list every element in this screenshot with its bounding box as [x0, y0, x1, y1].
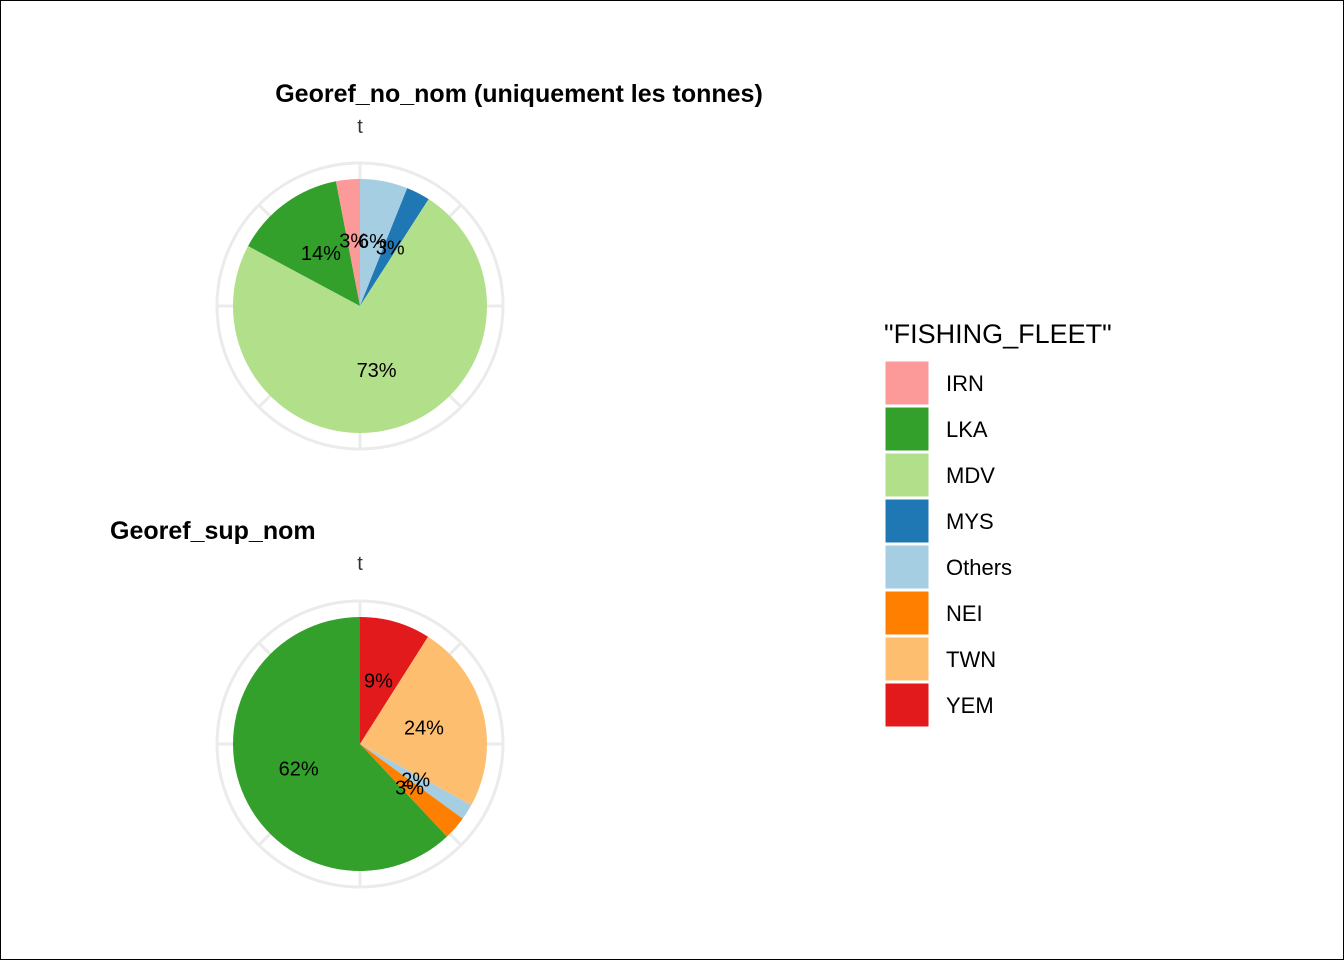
pie-slice-lka [233, 617, 447, 872]
pie-slices [233, 617, 488, 872]
legend-title: "FISHING_FLEET" [884, 319, 1112, 349]
legend-label-mdv: MDV [946, 463, 995, 488]
axis-label: t [357, 116, 363, 138]
legend-key-mys [884, 498, 930, 544]
slice-label-twn: 24% [404, 718, 444, 740]
legend-key-lka [884, 406, 930, 452]
legend-key-yem [884, 682, 930, 728]
legend-label-yem: YEM [946, 693, 994, 718]
pie-chart-georef-no-nom: Georef_no_nom (uniquement les tonnes) t … [215, 80, 763, 451]
pie-chart-georef-sup-nom: Georef_sup_nom t 9% 24% 2%3% 62% [110, 517, 505, 889]
chart-title: Georef_sup_nom [110, 517, 316, 545]
legend: "FISHING_FLEET" IRN LKA MDV MYS Others NEI TWN… [884, 319, 1112, 728]
pie-slice-irn [335, 179, 360, 306]
slice-label-irn: 3% [339, 230, 368, 252]
pie-slice-mys [360, 188, 429, 306]
legend-key-mdv [884, 452, 930, 498]
pie-slice-lka [248, 181, 360, 306]
legend-key-irn [884, 360, 930, 406]
pie-labels: 9% 24% 2%3% 62% [279, 671, 445, 800]
slice-label-nei: 3% [395, 778, 424, 800]
pie-slice-others [360, 744, 472, 819]
pie-slice-others [360, 179, 408, 306]
legend-label-others: Others [946, 555, 1012, 580]
legend-label-mys: MYS [946, 509, 994, 534]
slice-label-others: 6% [358, 231, 387, 253]
slice-label-lka: 62% [279, 758, 319, 780]
pie-slice-nei [360, 744, 463, 837]
pie-labels: 6%3%73%14%3% [301, 230, 405, 382]
legend-items: IRN LKA MDV MYS Others NEI TWN YEM [884, 360, 1012, 728]
legend-key-nei [884, 590, 930, 636]
pie-slices [233, 179, 487, 434]
chart-title: Georef_no_nom (uniquement les tonnes) [275, 80, 763, 108]
legend-label-nei: NEI [946, 601, 983, 626]
pie-slice-mdv [233, 199, 487, 434]
legend-label-lka: LKA [946, 417, 988, 442]
pie-slice-twn [360, 636, 488, 806]
legend-key-twn [884, 636, 930, 682]
slice-label-lka: 14% [301, 243, 341, 265]
legend-label-twn: TWN [946, 647, 996, 672]
legend-label-irn: IRN [946, 371, 984, 396]
slice-label-others: 2% [401, 769, 430, 791]
axis-label: t [357, 553, 363, 575]
pie-slice-yem [360, 617, 429, 744]
legend-key-others [884, 544, 930, 590]
slice-label-yem: 9% [364, 671, 393, 693]
slice-label-mys: 3% [376, 237, 405, 259]
slice-label-mdv: 73% [357, 360, 397, 382]
